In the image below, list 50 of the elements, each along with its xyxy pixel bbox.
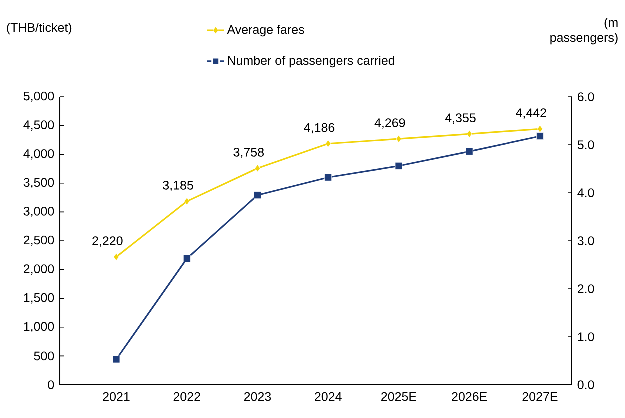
y-tick-label: 3,500	[24, 178, 54, 189]
y2-tick-label: 1.0	[578, 332, 594, 342]
point	[324, 174, 332, 182]
y-tick-label: 5,000	[24, 92, 54, 102]
legend-label: Number of passengers carried	[228, 56, 395, 68]
y-axis-title: (THB/ticket)	[7, 22, 72, 35]
point	[396, 135, 402, 143]
data-label: 2,220	[92, 236, 123, 247]
data-label: 4,186	[304, 123, 335, 134]
legend-label: Average fares	[227, 25, 304, 37]
x-tick-label: 2026E	[452, 392, 488, 402]
y-tick-label: 1,500	[24, 293, 54, 304]
data-label: 3,185	[163, 181, 194, 192]
point	[254, 164, 261, 172]
x-tick-label: 2021	[103, 392, 130, 402]
point	[112, 356, 120, 364]
y-tick-label: 500	[34, 352, 54, 361]
y2-tick-label: 2.0	[578, 284, 594, 294]
y2-axis-title: (m passengers)	[550, 18, 618, 45]
y-tick-label: 2,500	[24, 236, 54, 246]
x-tick-label: 2025E	[382, 392, 416, 402]
y2-tick-label: 5.0	[578, 140, 594, 150]
point	[466, 148, 474, 156]
data-label: 3,758	[234, 148, 264, 158]
point	[254, 192, 262, 200]
data-label: 4,355	[445, 114, 476, 124]
y2-tick-label: 6.0	[578, 92, 594, 102]
y-tick-label: 2,000	[24, 264, 54, 275]
point	[184, 198, 190, 206]
data-label: 4,269	[374, 118, 406, 129]
point	[536, 132, 544, 140]
x-tick-label: 2023	[244, 392, 272, 402]
y2-tick-label: 3.0	[578, 236, 594, 246]
point	[326, 140, 332, 148]
x-tick-label: 2022	[174, 392, 200, 402]
x-tick-label: 2024	[315, 392, 342, 402]
data-label: 4,442	[516, 108, 546, 119]
point	[183, 255, 191, 262]
point	[537, 125, 544, 133]
y-tick-label: 4,000	[24, 149, 54, 160]
point	[114, 253, 120, 261]
point	[395, 162, 403, 170]
point	[466, 130, 472, 138]
y2-tick-label: 4.0	[578, 188, 594, 198]
x-tick-label: 2027E	[522, 392, 558, 402]
y-tick-label: 1,000	[24, 322, 54, 333]
y-tick-label: 0	[48, 380, 54, 390]
y2-tick-label: 0.0	[578, 380, 594, 390]
y-tick-label: 3,000	[24, 207, 54, 218]
y-tick-label: 4,500	[24, 120, 54, 131]
